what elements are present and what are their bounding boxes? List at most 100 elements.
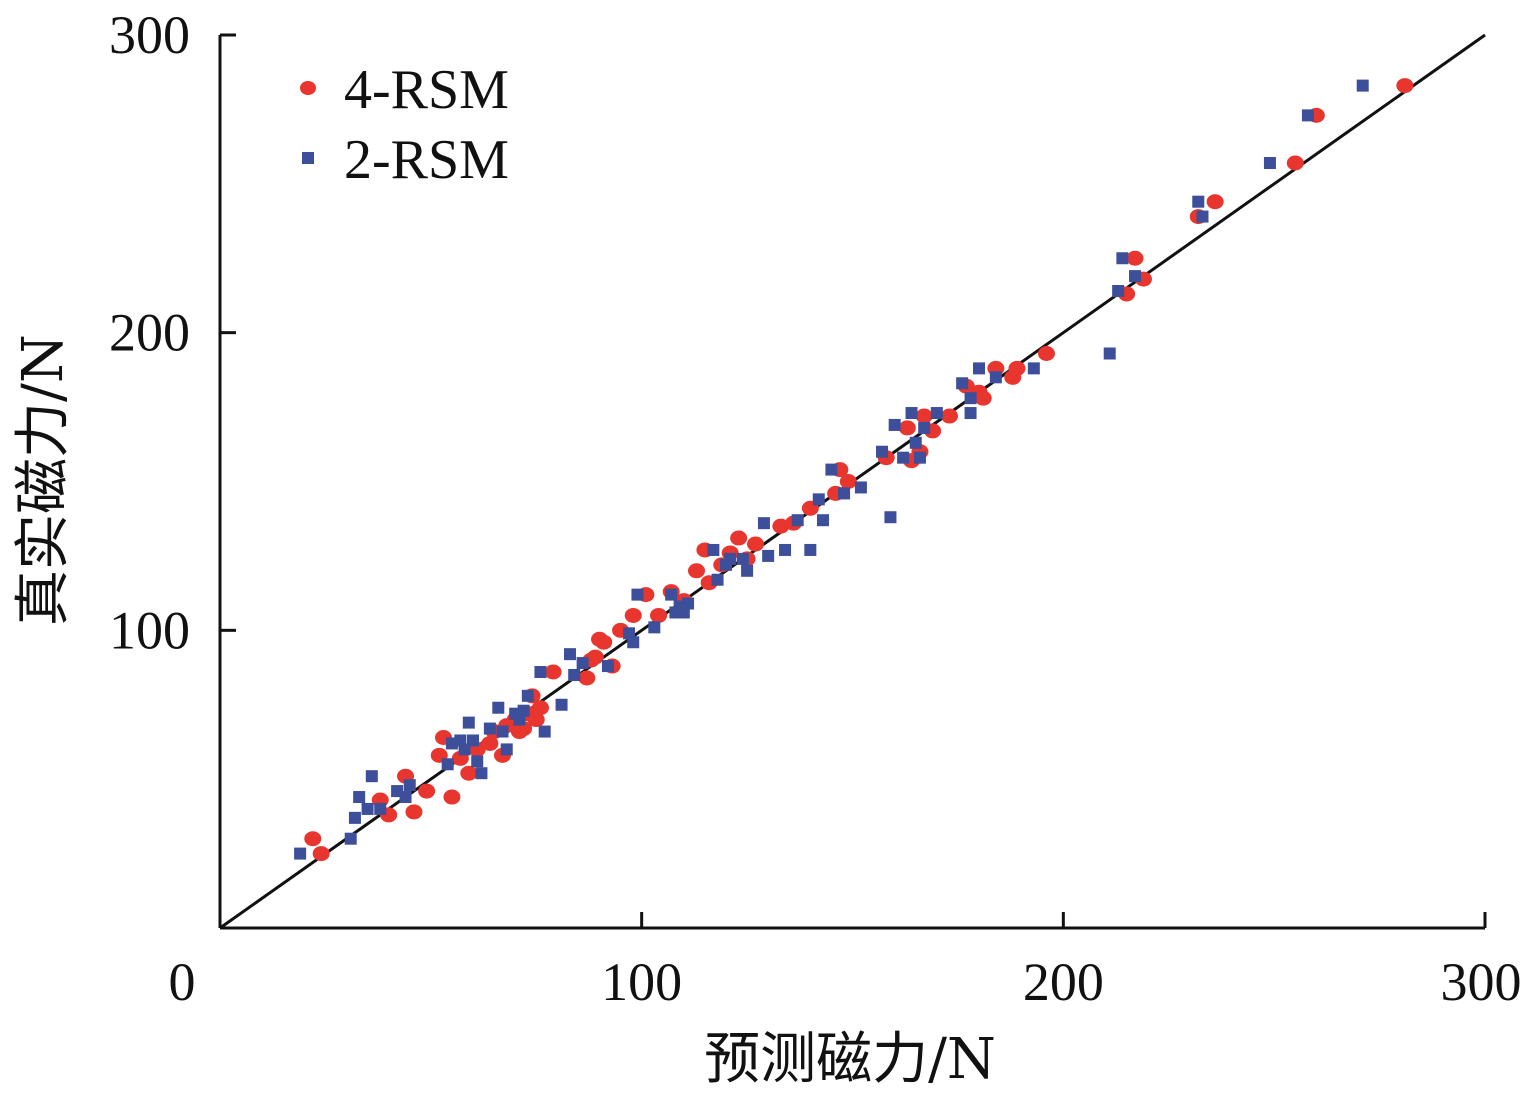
- data-point-4rsm: [595, 634, 613, 650]
- data-point-2rsm: [854, 481, 867, 494]
- y-axis-title: 真实磁力/N: [11, 334, 76, 626]
- points-layer: [294, 78, 1414, 862]
- data-point-4rsm: [1126, 250, 1144, 266]
- legend-label: 2-RSM: [344, 129, 509, 191]
- data-point-2rsm: [812, 493, 825, 506]
- data-point-2rsm: [353, 791, 366, 804]
- data-point-2rsm: [1112, 284, 1125, 297]
- data-point-2rsm: [399, 791, 412, 804]
- data-point-2rsm: [563, 648, 576, 661]
- data-point-4rsm: [481, 735, 499, 751]
- data-point-2rsm: [344, 832, 357, 845]
- data-point-2rsm: [492, 701, 505, 714]
- data-point-2rsm: [884, 511, 897, 524]
- data-point-4rsm: [1396, 78, 1414, 94]
- data-point-2rsm: [348, 811, 361, 824]
- data-point-4rsm: [586, 649, 604, 665]
- data-point-2rsm: [1263, 156, 1276, 169]
- data-point-4rsm: [898, 420, 916, 436]
- data-point-2rsm: [876, 445, 889, 458]
- legend-label: 4-RSM: [344, 59, 509, 121]
- data-point-4rsm: [1286, 155, 1304, 171]
- data-point-4rsm: [312, 846, 330, 862]
- data-point-2rsm: [964, 392, 977, 405]
- data-point-2rsm: [741, 564, 754, 577]
- data-point-2rsm: [517, 704, 530, 717]
- data-point-4rsm: [915, 408, 933, 424]
- data-point-2rsm: [905, 407, 918, 420]
- data-point-2rsm: [1116, 252, 1129, 265]
- data-point-2rsm: [711, 573, 724, 586]
- x-tick-label: 200: [1023, 952, 1104, 1012]
- series-2-rsm: [294, 79, 1369, 860]
- data-point-2rsm: [627, 636, 640, 649]
- data-point-2rsm: [888, 418, 901, 431]
- data-point-2rsm: [724, 552, 737, 565]
- data-point-4rsm: [974, 390, 992, 406]
- data-point-2rsm: [1192, 195, 1205, 208]
- data-point-2rsm: [1129, 270, 1142, 283]
- data-point-2rsm: [736, 552, 749, 565]
- data-point-2rsm: [897, 451, 910, 464]
- data-point-4rsm: [624, 607, 642, 623]
- data-point-2rsm: [500, 743, 513, 756]
- data-point-2rsm: [1301, 109, 1314, 122]
- data-point-2rsm: [909, 436, 922, 449]
- data-point-2rsm: [568, 668, 581, 681]
- data-point-2rsm: [825, 463, 838, 476]
- data-point-2rsm: [918, 421, 931, 434]
- data-point-2rsm: [294, 847, 307, 860]
- data-point-2rsm: [462, 716, 475, 729]
- data-point-2rsm: [1027, 362, 1040, 375]
- data-point-2rsm: [601, 660, 614, 673]
- data-point-4rsm: [578, 670, 596, 686]
- data-point-2rsm: [1196, 210, 1209, 223]
- data-point-2rsm: [374, 802, 387, 815]
- data-point-4rsm: [1037, 346, 1055, 362]
- legend-marker-2rsm: [302, 152, 314, 164]
- data-point-2rsm: [361, 802, 374, 815]
- data-point-2rsm: [631, 588, 644, 601]
- legend: 4-RSM 2-RSM: [300, 59, 509, 191]
- data-point-2rsm: [521, 689, 534, 702]
- y-ticks: 100 200 300: [109, 5, 236, 660]
- data-point-4rsm: [405, 804, 423, 820]
- data-point-4rsm: [650, 607, 668, 623]
- data-point-4rsm: [687, 563, 705, 579]
- y-tick-label: 200: [109, 303, 190, 363]
- data-point-2rsm: [648, 621, 661, 634]
- data-point-2rsm: [757, 517, 770, 530]
- data-point-2rsm: [913, 451, 926, 464]
- x-tick-label: 0: [169, 952, 196, 1012]
- data-point-2rsm: [1356, 79, 1369, 92]
- data-point-2rsm: [483, 722, 496, 735]
- data-point-2rsm: [762, 549, 775, 562]
- data-point-2rsm: [1103, 347, 1116, 360]
- data-point-2rsm: [930, 407, 943, 420]
- y-tick-label: 100: [109, 600, 190, 660]
- data-point-2rsm: [471, 755, 484, 768]
- data-point-2rsm: [534, 666, 547, 679]
- data-point-2rsm: [538, 725, 551, 738]
- data-point-4rsm: [443, 789, 461, 805]
- y-tick-label: 300: [109, 5, 190, 65]
- data-point-2rsm: [989, 371, 1002, 384]
- data-point-4rsm: [839, 474, 857, 489]
- data-point-2rsm: [973, 362, 985, 375]
- data-point-2rsm: [576, 657, 589, 670]
- data-point-2rsm: [467, 734, 479, 747]
- data-point-4rsm: [304, 831, 322, 847]
- data-point-4rsm: [730, 530, 748, 546]
- data-point-2rsm: [555, 698, 568, 711]
- data-point-4rsm: [1206, 194, 1224, 210]
- x-tick-label: 300: [1441, 952, 1522, 1012]
- data-point-4rsm: [531, 700, 549, 716]
- data-point-4rsm: [1008, 360, 1026, 376]
- data-point-2rsm: [791, 514, 804, 527]
- data-point-4rsm: [460, 765, 478, 781]
- data-point-2rsm: [475, 767, 488, 780]
- data-point-4rsm: [527, 712, 545, 728]
- data-point-2rsm: [707, 543, 720, 556]
- data-point-2rsm: [838, 487, 851, 500]
